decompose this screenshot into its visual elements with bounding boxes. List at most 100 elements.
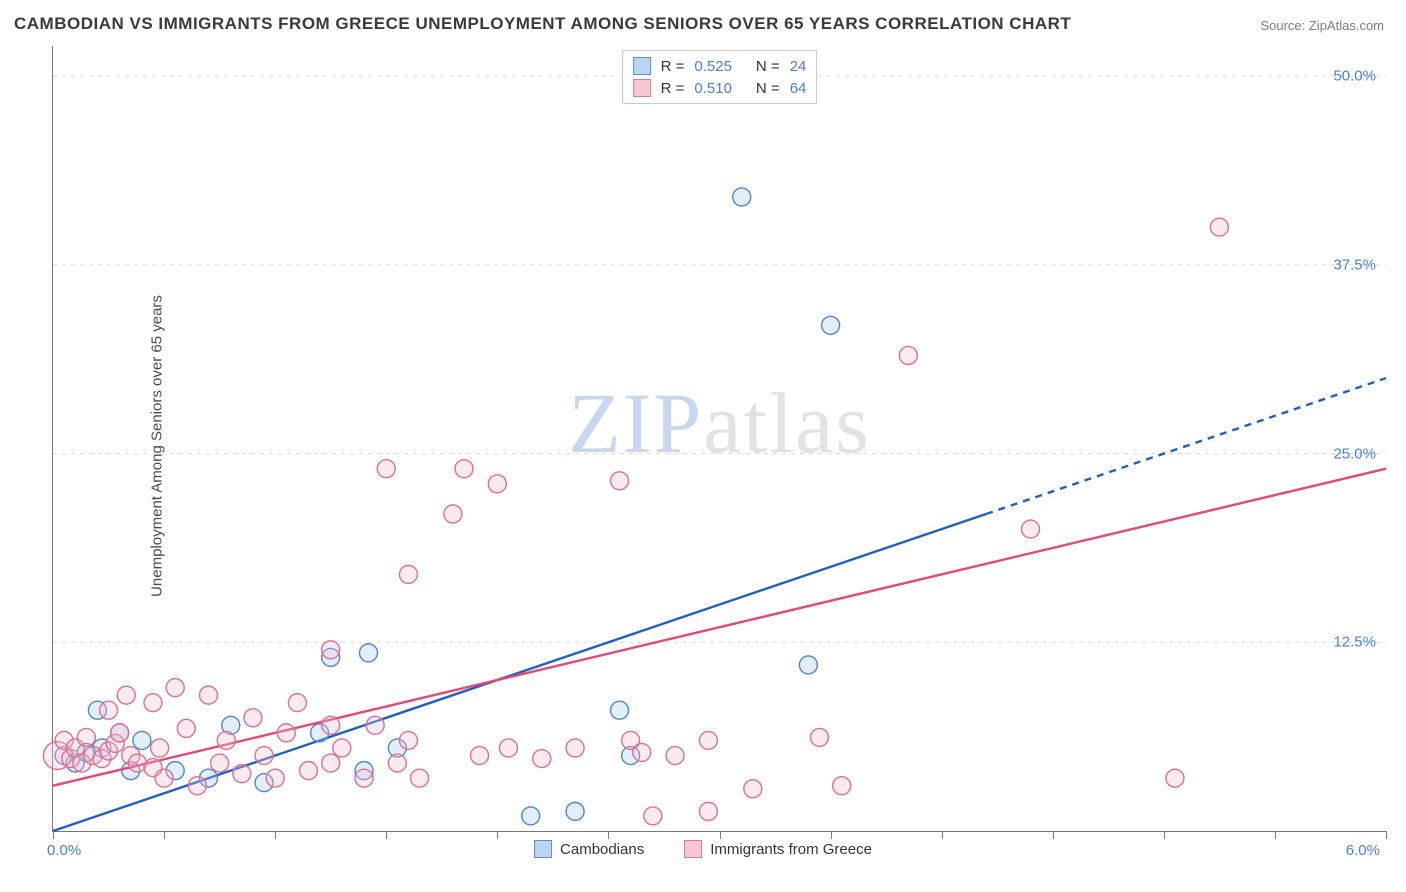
data-point	[200, 686, 218, 704]
data-point	[144, 694, 162, 712]
legend-r-value: 0.510	[694, 80, 732, 97]
data-point	[322, 754, 340, 772]
data-point	[533, 750, 551, 768]
data-point	[322, 716, 340, 734]
data-point	[133, 731, 151, 749]
data-point	[411, 769, 429, 787]
legend-r-label: R =	[661, 58, 685, 75]
data-point	[833, 777, 851, 795]
data-point	[366, 716, 384, 734]
data-point	[322, 641, 340, 659]
data-point	[488, 475, 506, 493]
legend-n-value: 24	[790, 58, 807, 75]
data-point	[388, 754, 406, 772]
data-point	[633, 744, 651, 762]
data-point	[666, 747, 684, 765]
data-point	[810, 728, 828, 746]
x-tick	[1164, 831, 1165, 839]
data-point	[611, 701, 629, 719]
data-point	[499, 739, 517, 757]
data-point	[899, 346, 917, 364]
y-tick-label: 12.5%	[1333, 634, 1376, 651]
data-point	[399, 731, 417, 749]
x-tick	[831, 831, 832, 839]
legend-r-label: R =	[661, 80, 685, 97]
legend-row: R = 0.525 N = 24	[633, 55, 807, 77]
x-tick	[386, 831, 387, 839]
legend-label: Immigrants from Greece	[710, 841, 872, 858]
data-point	[277, 724, 295, 742]
data-point	[733, 188, 751, 206]
data-point	[355, 769, 373, 787]
chart-title: CAMBODIAN VS IMMIGRANTS FROM GREECE UNEM…	[14, 14, 1071, 34]
x-tick	[1275, 831, 1276, 839]
data-point	[217, 731, 235, 749]
legend-swatch	[633, 57, 651, 75]
data-point	[1022, 520, 1040, 538]
data-point	[744, 780, 762, 798]
trendline	[53, 469, 1386, 786]
legend-swatch	[534, 840, 552, 858]
data-point	[566, 802, 584, 820]
data-point	[155, 769, 173, 787]
x-tick	[164, 831, 165, 839]
x-tick	[497, 831, 498, 839]
legend-r-value: 0.525	[694, 58, 732, 75]
legend-item: Cambodians	[534, 840, 644, 858]
data-point	[299, 762, 317, 780]
x-tick	[608, 831, 609, 839]
y-tick-label: 25.0%	[1333, 445, 1376, 462]
x-tick	[53, 831, 54, 839]
legend-n-value: 64	[790, 80, 807, 97]
data-point	[699, 731, 717, 749]
legend-n-label: N =	[756, 80, 780, 97]
x-tick	[942, 831, 943, 839]
data-point	[188, 777, 206, 795]
data-point	[151, 739, 169, 757]
legend-label: Cambodians	[560, 841, 644, 858]
data-point	[644, 807, 662, 825]
x-origin-label: 0.0%	[47, 842, 81, 859]
data-point	[166, 679, 184, 697]
data-point	[822, 316, 840, 334]
series-legend: Cambodians Immigrants from Greece	[534, 840, 872, 858]
data-point	[522, 807, 540, 825]
data-point	[377, 460, 395, 478]
data-layer	[53, 46, 1386, 831]
legend-n-label: N =	[756, 58, 780, 75]
data-point	[244, 709, 262, 727]
data-point	[211, 754, 229, 772]
x-tick	[1386, 831, 1387, 839]
x-max-label: 6.0%	[1346, 842, 1380, 859]
data-point	[233, 765, 251, 783]
data-point	[100, 701, 118, 719]
plot-area: ZIPatlas R = 0.525N = 24R = 0.510N = 64 …	[52, 46, 1386, 832]
legend-swatch	[684, 840, 702, 858]
x-tick	[1053, 831, 1054, 839]
data-point	[359, 644, 377, 662]
y-tick-label: 50.0%	[1333, 68, 1376, 85]
legend-item: Immigrants from Greece	[684, 840, 872, 858]
data-point	[177, 719, 195, 737]
data-point	[444, 505, 462, 523]
trendline-extrapolated	[986, 378, 1386, 514]
legend-row: R = 0.510 N = 64	[633, 77, 807, 99]
data-point	[111, 724, 129, 742]
correlation-legend: R = 0.525 N = 24 R = 0.510 N = 64	[622, 50, 818, 104]
data-point	[566, 739, 584, 757]
data-point	[455, 460, 473, 478]
data-point	[255, 747, 273, 765]
data-point	[699, 802, 717, 820]
data-point	[117, 686, 135, 704]
legend-swatch	[633, 79, 651, 97]
data-point	[77, 728, 95, 746]
data-point	[471, 747, 489, 765]
data-point	[333, 739, 351, 757]
source-attribution: Source: ZipAtlas.com	[1260, 18, 1384, 33]
data-point	[611, 472, 629, 490]
data-point	[799, 656, 817, 674]
x-tick	[720, 831, 721, 839]
y-tick-label: 37.5%	[1333, 256, 1376, 273]
data-point	[1210, 218, 1228, 236]
data-point	[399, 565, 417, 583]
